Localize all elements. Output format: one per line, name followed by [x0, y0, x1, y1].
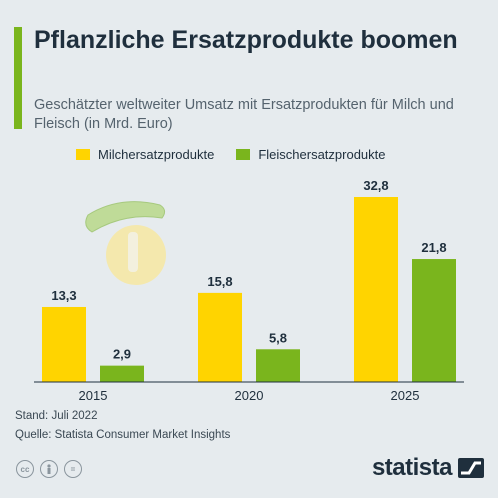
legend-label-milk: Milchersatzprodukte [98, 147, 215, 162]
bar-milk-2020 [198, 292, 242, 382]
footer-stand: Stand: Juli 2022 [15, 410, 98, 422]
legend-swatch-milk [76, 149, 90, 160]
data-label-meat-2020: 5,8 [269, 330, 287, 345]
bar-milk-2015 [42, 306, 86, 382]
cc-icon: cc [16, 460, 34, 478]
data-label-meat-2025: 21,8 [421, 240, 446, 255]
legend-item-meat: Fleischersatzprodukte [236, 147, 386, 162]
chart-title: Pflanzliche Ersatzprodukte boomen [34, 26, 458, 54]
statista-logo-icon [458, 458, 484, 478]
bar-meat-2020 [256, 349, 300, 382]
legend-label-meat: Fleischersatzprodukte [258, 147, 386, 162]
person-icon [40, 460, 58, 478]
bar-milk-2025 [354, 197, 398, 382]
x-tick-label-2015: 2015 [79, 388, 108, 403]
footer-source: Quelle: Statista Consumer Market Insight… [15, 429, 231, 441]
equals-icon: = [64, 460, 82, 478]
chart-subtitle: Geschätzter weltweiter Umsatz mit Ersatz… [34, 97, 454, 132]
plant-food-illustration [85, 201, 166, 285]
data-label-milk-2025: 32,8 [363, 178, 388, 193]
title-accent-bar [14, 27, 22, 129]
x-tick-label-2020: 2020 [235, 388, 264, 403]
bar-meat-2025 [412, 259, 456, 382]
legend-swatch-meat [236, 149, 251, 160]
bar-meat-2015 [100, 365, 144, 382]
data-label-meat-2015: 2,9 [113, 347, 131, 362]
legend: Milchersatzprodukte Fleischersatzprodukt… [76, 147, 386, 162]
statista-logo[interactable]: statista [372, 454, 484, 482]
license-icons: cc = [16, 460, 82, 478]
logo-text: statista [371, 454, 453, 481]
x-tick-label-2025: 2025 [391, 388, 420, 403]
data-label-milk-2015: 13,3 [51, 288, 76, 303]
data-label-milk-2020: 15,8 [207, 274, 232, 289]
legend-item-milk: Milchersatzprodukte [76, 147, 214, 162]
